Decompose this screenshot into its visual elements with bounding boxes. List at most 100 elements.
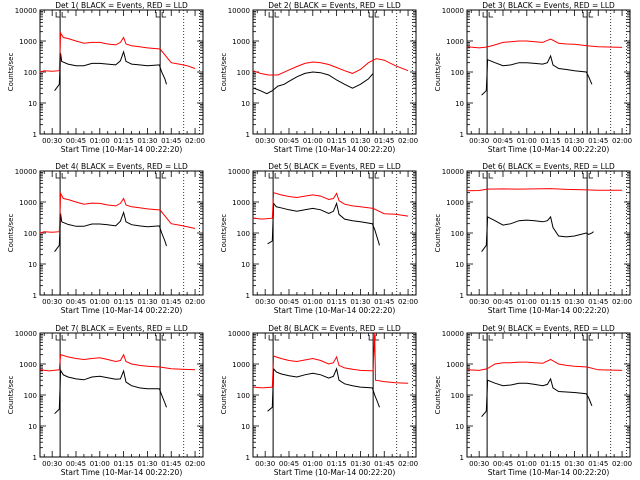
x-axis-label: Start Time (10-Mar-14 00:22:20)	[61, 306, 183, 315]
x-tick-label: 00:45	[66, 460, 86, 468]
x-tick-label: 00:45	[279, 298, 299, 306]
panel-title: Det 5( BLACK = Events, RED = LLD	[268, 162, 401, 171]
interval-marker-flag	[488, 12, 494, 18]
plot-frame	[466, 332, 631, 458]
y-tick-label: 1000	[232, 38, 250, 46]
panel-9: 1 10 100 1000 10000 00:30 00:45 01:00 01:15 01:30…	[434, 324, 632, 477]
x-tick-label: 01:15	[327, 460, 347, 468]
x-tick-label: 01:00	[303, 460, 323, 468]
y-tick-label: 100	[237, 69, 250, 77]
interval-marker-flag	[374, 335, 380, 341]
x-tick-label: 00:45	[279, 460, 299, 468]
y-tick-label: 1	[33, 292, 37, 300]
y-axis-label: Counts/sec	[220, 53, 228, 92]
interval-marker-flag	[588, 12, 594, 18]
x-tick-label: 01:30	[564, 460, 584, 468]
y-tick-label: 10	[455, 261, 464, 269]
lld-series-line	[39, 31, 196, 73]
x-tick-label: 01:45	[588, 460, 608, 468]
y-tick-label: 10	[455, 423, 464, 431]
plot-frame	[252, 9, 417, 135]
x-tick-label: 01:30	[137, 460, 157, 468]
x-tick-label: 01:45	[588, 298, 608, 306]
interval-marker-flag	[374, 173, 380, 179]
panel-title: Det 7( BLACK = Events, RED = LLD	[55, 324, 188, 333]
events-series-line	[481, 215, 594, 252]
interval-marker-flag	[268, 335, 274, 341]
x-tick-label: 01:30	[350, 298, 370, 306]
x-tick-label: 00:30	[255, 137, 275, 145]
x-tick-label: 02:00	[185, 137, 205, 145]
y-tick-label: 100	[451, 392, 464, 400]
interval-marker-flag	[161, 12, 167, 18]
lld-series-line	[252, 332, 409, 389]
interval-marker-flag	[582, 335, 588, 341]
y-tick-label: 10	[241, 261, 250, 269]
y-tick-label: 1	[33, 131, 37, 139]
lld-series-line	[252, 58, 409, 76]
x-tick-label: 01:00	[90, 137, 110, 145]
y-tick-label: 10000	[15, 330, 37, 338]
lld-series-line	[252, 192, 409, 220]
interval-marker-flag	[368, 335, 374, 341]
y-tick-label: 1000	[232, 361, 250, 369]
y-tick-label: 1	[460, 454, 464, 462]
y-axis-label: Counts/sec	[434, 53, 442, 92]
lld-series-line	[466, 188, 623, 192]
x-axis-label: Start Time (10-Mar-14 00:22:20)	[274, 145, 396, 154]
plot-frame	[39, 332, 204, 458]
x-tick-label: 01:45	[161, 137, 181, 145]
panel-title: Det 8( BLACK = Events, RED = LLD	[268, 324, 401, 333]
panel-2: 1 10 100 1000 10000 00:30 00:45 01:00 01:15 01:30…	[220, 1, 418, 154]
x-tick-label: 00:30	[42, 460, 62, 468]
y-tick-label: 1	[460, 131, 464, 139]
interval-marker-flag	[155, 173, 161, 179]
panel-7: 1 10 100 1000 10000 00:30 00:45 01:00 01:15 01:30…	[7, 324, 205, 477]
interval-marker-flag	[588, 335, 594, 341]
plot-frame	[39, 9, 204, 135]
interval-marker-flag	[155, 12, 161, 18]
x-tick-label: 01:15	[541, 137, 561, 145]
y-tick-label: 100	[237, 392, 250, 400]
y-tick-label: 100	[24, 392, 37, 400]
x-tick-label: 01:00	[303, 298, 323, 306]
panel-1: 1 10 100 1000 10000 00:30 00:45 01:00 01:15 01:30…	[7, 1, 205, 154]
x-axis-label: Start Time (10-Mar-14 00:22:20)	[61, 468, 183, 477]
interval-marker-flag	[482, 173, 488, 179]
x-tick-label: 01:45	[161, 460, 181, 468]
plot-frame	[39, 170, 204, 296]
events-series-line	[481, 54, 593, 96]
interval-marker-flag	[268, 12, 274, 18]
x-tick-label: 01:15	[114, 298, 134, 306]
x-axis-label: Start Time (10-Mar-14 00:22:20)	[488, 306, 610, 315]
y-axis-label: Counts/sec	[7, 376, 15, 415]
interval-marker-flag	[368, 12, 374, 18]
x-tick-label: 01:00	[517, 298, 537, 306]
x-tick-label: 01:45	[374, 460, 394, 468]
panel-title: Det 1( BLACK = Events, RED = LLD	[55, 1, 188, 10]
y-tick-label: 1000	[19, 361, 37, 369]
y-tick-label: 1000	[19, 38, 37, 46]
events-series-line	[253, 71, 374, 95]
y-tick-label: 100	[24, 69, 37, 77]
interval-marker-flag	[274, 12, 280, 18]
y-tick-label: 1000	[446, 199, 464, 207]
x-tick-label: 00:30	[469, 460, 489, 468]
x-tick-label: 01:30	[564, 298, 584, 306]
x-axis-label: Start Time (10-Mar-14 00:22:20)	[61, 145, 183, 154]
x-tick-label: 00:45	[66, 298, 86, 306]
x-tick-label: 00:45	[279, 137, 299, 145]
x-tick-label: 02:00	[398, 460, 418, 468]
x-tick-label: 01:15	[114, 460, 134, 468]
y-tick-label: 10	[241, 423, 250, 431]
interval-marker-flag	[368, 173, 374, 179]
x-tick-label: 02:00	[398, 137, 418, 145]
x-tick-label: 01:30	[137, 137, 157, 145]
plot-frame	[252, 170, 417, 296]
y-tick-label: 100	[24, 230, 37, 238]
lld-series-line	[39, 353, 196, 372]
x-tick-label: 00:45	[66, 137, 86, 145]
x-tick-label: 01:00	[90, 298, 110, 306]
x-tick-label: 01:30	[350, 137, 370, 145]
